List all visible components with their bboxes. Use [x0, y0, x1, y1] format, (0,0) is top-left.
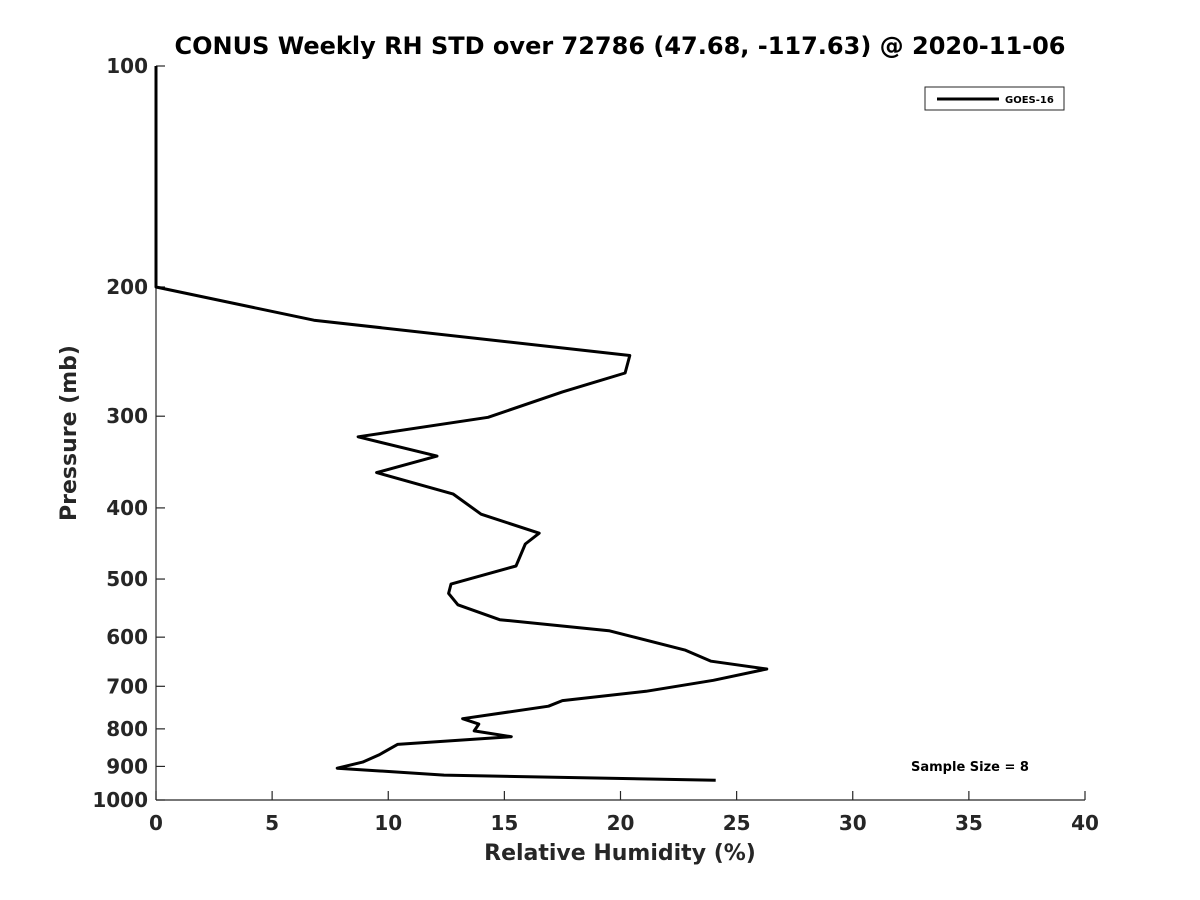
sample-size-annotation: Sample Size = 8	[911, 760, 1029, 775]
y-axis-label: Pressure (mb)	[57, 345, 82, 521]
series-line-0	[154, 66, 769, 782]
chart-title: CONUS Weekly RH STD over 72786 (47.68, -…	[174, 32, 1065, 60]
y-tick-label: 700	[106, 674, 148, 698]
x-tick-label: 0	[149, 811, 163, 835]
x-axis-label: Relative Humidity (%)	[484, 841, 756, 866]
y-tick-label: 100	[106, 54, 148, 78]
x-tick-label: 25	[723, 811, 751, 835]
plot-area: 0 5 10 15 20 25 30 35 40 100 200 300 400 500 600 700 80…	[92, 54, 1099, 835]
x-tick-label: 10	[374, 811, 402, 835]
series-layer	[154, 66, 769, 782]
y-tick-label: 300	[106, 404, 148, 428]
x-tick-label: 5	[265, 811, 279, 835]
y-tick-label: 600	[106, 625, 148, 649]
y-ticks: 100 200 300 400 500 600 700 800 900 1000	[92, 54, 165, 812]
y-tick-label: 800	[106, 717, 148, 741]
y-tick-label: 400	[106, 496, 148, 520]
legend: GOES-16	[924, 86, 1065, 111]
y-tick-label: 200	[106, 275, 148, 299]
x-tick-label: 30	[839, 811, 867, 835]
x-tick-label: 40	[1071, 811, 1099, 835]
y-tick-label: 1000	[92, 788, 148, 812]
x-tick-label: 15	[490, 811, 518, 835]
x-tick-label: 35	[955, 811, 983, 835]
y-tick-label: 500	[106, 567, 148, 591]
y-tick-label: 900	[106, 754, 148, 778]
x-ticks: 0 5 10 15 20 25 30 35 40	[149, 791, 1099, 835]
legend-label: GOES-16	[1005, 95, 1054, 106]
x-tick-label: 20	[607, 811, 635, 835]
